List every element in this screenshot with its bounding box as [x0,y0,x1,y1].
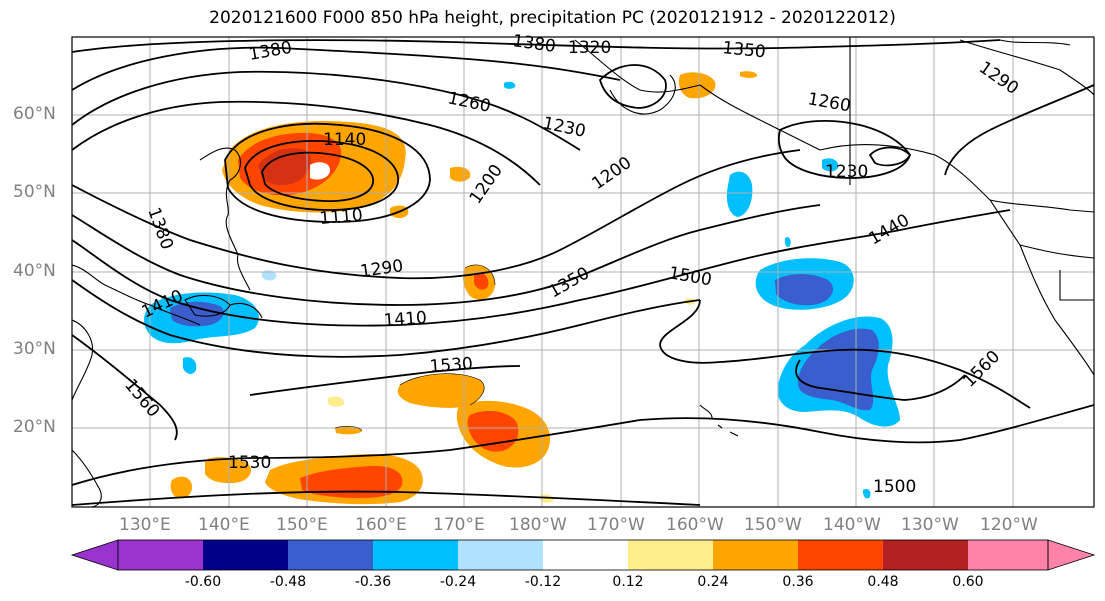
lon-label: 180°W [509,515,567,535]
colorbar-extend-low [70,539,119,571]
lon-label: 120°W [980,515,1038,535]
lat-label: 60°N [13,104,56,124]
colorbar [70,539,1096,571]
lon-label: 160°W [666,515,724,535]
colorbar-tick: -0.36 [354,574,392,590]
lon-label: 160°E [355,515,407,535]
colorbar-extend-high [1047,539,1096,571]
lon-label: 130°E [119,515,171,535]
contour-label: 1320 [568,38,611,58]
contour-label: 1110 [319,205,364,229]
contour-label: 1530 [429,354,474,377]
lon-label: 140°W [823,515,881,535]
lon-label: 150°E [276,515,328,535]
height-contours [72,39,1094,506]
precip-outlines [334,264,496,432]
colorbar-tick: -0.12 [524,574,562,590]
contour-label: 1230 [825,162,868,182]
colorbar-tick: -0.24 [439,574,477,590]
colorbar-tick: 0.48 [867,574,899,590]
precip-positive-shading [170,71,758,505]
lat-label: 40°N [13,261,56,281]
colorbar-tick: -0.48 [269,574,307,590]
contour-label: 1530 [228,453,271,473]
contour-label: 1350 [721,38,766,62]
lon-label: 130°W [901,515,959,535]
colorbar-tick: 0.12 [612,574,644,590]
contour-label: 1140 [323,130,366,150]
map-frame [71,36,1095,508]
lat-label: 30°N [13,339,56,359]
lon-label: 170°W [587,515,645,535]
colorbar-tick: -0.60 [184,574,222,590]
colorbar-tick: 0.36 [782,574,814,590]
lon-label: 140°E [198,515,250,535]
contour-label: 1410 [383,308,428,331]
map-title: 2020121600 F000 850 hPa height, precipit… [209,8,896,28]
contour-label: 1500 [873,477,916,497]
graticule [72,37,1094,507]
lon-label: 170°E [433,515,485,535]
colorbar-tick: 0.24 [697,574,729,590]
lon-label: 150°W [744,515,802,535]
lat-label: 20°N [13,417,56,437]
colorbar-tick: 0.60 [952,574,984,590]
lat-label: 50°N [13,182,56,202]
